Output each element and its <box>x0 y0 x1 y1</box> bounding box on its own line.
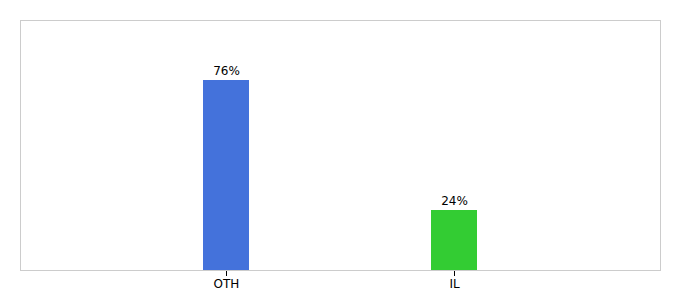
svg-text:OTH: OTH <box>214 277 240 291</box>
svg-text:IL: IL <box>449 277 460 291</box>
svg-text:24%: 24% <box>441 194 468 208</box>
svg-text:76%: 76% <box>213 64 240 78</box>
